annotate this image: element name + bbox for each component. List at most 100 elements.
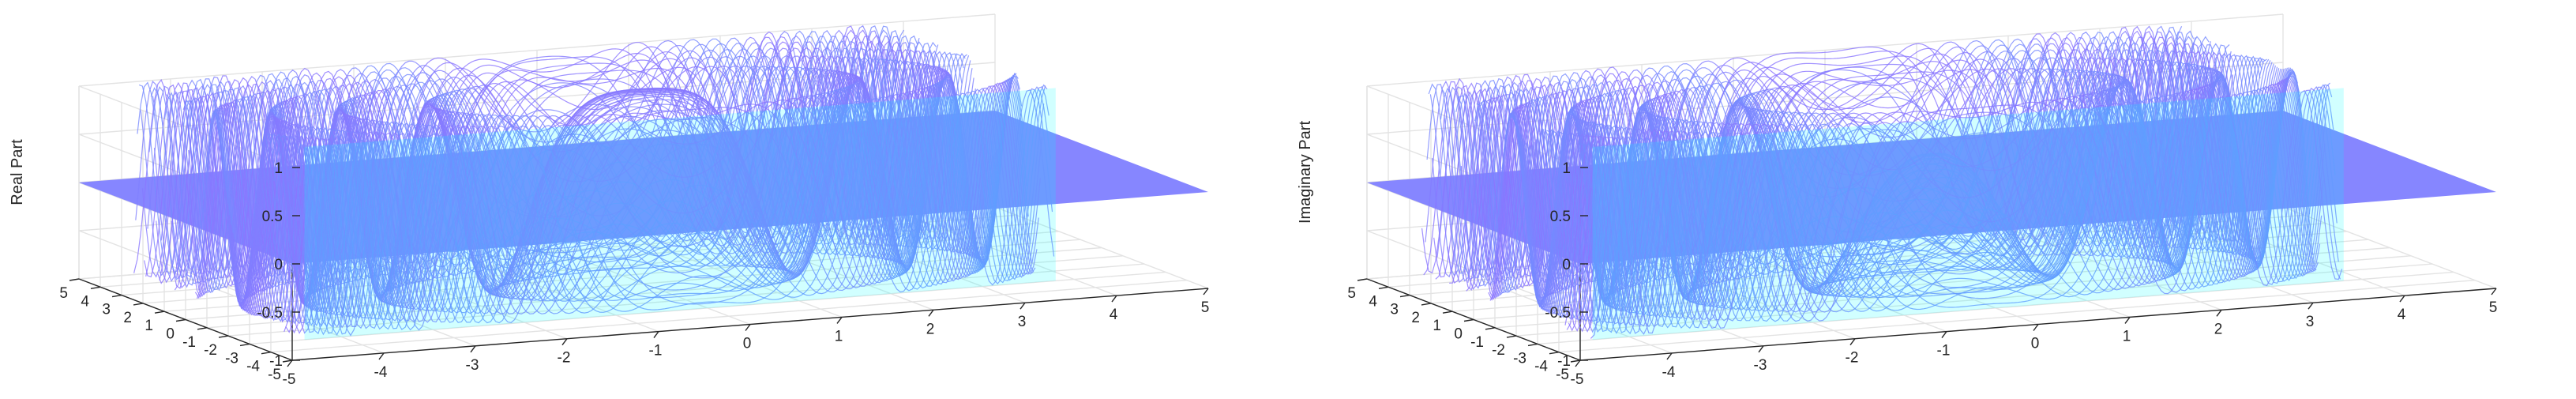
surface-ribbon	[1585, 86, 2338, 335]
imaginary-part-surface-plot: -1-0.500.51-5 -4 -3 -2 -1 0 1 2 3 4 5-5-4-3-2-1012…	[1297, 13, 2497, 388]
surface-ribbon	[299, 86, 1051, 336]
x-tick-label: 5	[1201, 299, 1210, 316]
z-tick-label: 0.5	[1550, 209, 1571, 225]
surface-ribbon	[1575, 85, 2327, 333]
surface-ribbon	[300, 88, 1053, 335]
x-tick	[1941, 331, 1947, 339]
y-tick-label: 4	[81, 293, 89, 310]
x-tick	[1849, 338, 1856, 346]
surface-ribbon	[278, 79, 1031, 327]
z-axis-label: Real Part	[9, 139, 26, 205]
y-tick-label: -3	[1513, 350, 1526, 367]
x-tick	[2308, 302, 2314, 310]
surface-ribbon	[1554, 75, 2307, 322]
surface-ribbon	[297, 86, 1050, 334]
y-tick	[239, 343, 250, 347]
x-tick	[1758, 345, 1764, 353]
x-tick	[1020, 302, 1026, 310]
x-tick-label: -3	[466, 357, 479, 374]
surface-ribbon	[166, 35, 918, 284]
y-tick-label: 3	[1390, 302, 1399, 318]
x-tick	[2399, 295, 2405, 303]
surface-ribbon	[1546, 71, 2299, 320]
surface-ribbon	[265, 73, 1017, 322]
x-tick	[378, 352, 385, 360]
y-tick	[1421, 303, 1432, 306]
x-tick-label: 4	[2398, 307, 2406, 323]
surface-ribbon	[259, 75, 1012, 322]
surface-ribbon	[1449, 36, 2201, 284]
x-tick-label: 5	[2489, 299, 2498, 316]
y-tick-label: -4	[1534, 359, 1548, 375]
surface-ribbon	[273, 77, 1026, 326]
y-tick-label: 3	[102, 302, 111, 318]
y-tick-label: -1	[1470, 334, 1484, 351]
y-tick-label: -2	[204, 342, 217, 359]
surface-ribbon	[287, 85, 1039, 334]
y-tick	[1378, 286, 1389, 289]
grid-line	[270, 280, 1188, 353]
z-tick-label: 1	[1562, 160, 1571, 177]
surface-ribbon	[1529, 68, 2281, 314]
surface-ribbon	[1459, 41, 2211, 287]
surface-ribbon	[1590, 89, 2343, 339]
y-tick	[261, 352, 272, 355]
surface-front-edge	[304, 88, 1056, 340]
y-tick-label: -5	[1556, 367, 1569, 383]
x-tick	[2491, 288, 2497, 295]
real-part-surface-plot: -1-0.500.51-5 -4 -3 -2 -1 0 1 2 3 4 5-5-4-3-2-1012…	[9, 13, 1209, 388]
y-tick	[1506, 335, 1517, 338]
y-tick	[1549, 352, 1560, 355]
y-tick-label: -3	[225, 350, 238, 367]
surface-ribbon	[1580, 84, 2333, 333]
z-tick-label: 0.5	[262, 209, 283, 225]
y-tick-label: 0	[1454, 326, 1463, 343]
y-tick	[111, 294, 122, 298]
surface-ribbon	[1557, 75, 2311, 325]
surface-ribbon	[1588, 89, 2341, 335]
tick-labels: -1-0.500.51-5 -4 -3 -2 -1 0 1 2 3 4 5-5-4-3-2-1012…	[1347, 160, 2497, 388]
real-part-chart: -1 -0.5 0 0.5 1 -5 -4 -3 -2 -1 0 1 2 3 4 5 -5 -4 -3 -2 -1 0 1 2…	[9, 13, 1209, 388]
x-tick	[1666, 352, 1673, 360]
y-tick	[282, 359, 293, 363]
surface-ribbon	[1576, 86, 2329, 333]
y-tick	[90, 286, 101, 289]
y-tick-label: 2	[1411, 310, 1420, 326]
x-tick-label: -4	[374, 364, 388, 381]
surface-front-edge	[1592, 88, 2344, 340]
y-tick	[175, 318, 186, 322]
y-tick-label: 2	[123, 310, 132, 326]
surface-ribbon	[1573, 85, 2326, 333]
grid-line	[1537, 271, 2454, 345]
x-tick	[287, 359, 293, 367]
y-tick	[1485, 327, 1496, 330]
grid-line	[1558, 280, 2476, 353]
x-tick	[836, 316, 843, 324]
tick-marks	[1357, 167, 2497, 367]
x-tick-label: 2	[2214, 321, 2223, 337]
surface-ribbon	[276, 78, 1029, 327]
z-tick-label: -0.5	[257, 305, 283, 322]
x-tick	[470, 345, 476, 353]
grid-line	[1515, 263, 2433, 337]
imaginary-part-chart: -1 -0.5 0 0.5 1 -5 -4 -3 -2 -1 0 1 2 3 4 5 -5 -4 -3 -2 -1 0 1 2…	[1288, 0, 2576, 399]
surface-ribbon	[1561, 77, 2314, 324]
x-tick-label: -3	[1754, 357, 1767, 374]
z-tick-label: -0.5	[1545, 305, 1571, 322]
x-tick	[2033, 324, 2039, 331]
x-tick-label: 1	[2123, 328, 2131, 344]
grid-line	[78, 13, 996, 87]
surface-ribbon	[1587, 88, 2339, 334]
x-tick-label: 3	[1018, 314, 1027, 330]
x-tick-label: -2	[558, 350, 571, 367]
x-tick	[1575, 359, 1581, 367]
surface-ribbon	[216, 55, 970, 306]
y-tick-label: -1	[182, 334, 196, 351]
x-tick	[653, 331, 659, 339]
surface-ribbon	[1566, 80, 2319, 330]
x-tick-label: 3	[2306, 314, 2315, 330]
tick-labels: -1-0.500.51-5 -4 -3 -2 -1 0 1 2 3 4 5-5-4-3-2-1012…	[59, 160, 1209, 388]
x-tick-label: -5	[1571, 371, 1584, 388]
surface-ribbon	[169, 41, 922, 288]
y-tick-label: 5	[1347, 285, 1356, 302]
